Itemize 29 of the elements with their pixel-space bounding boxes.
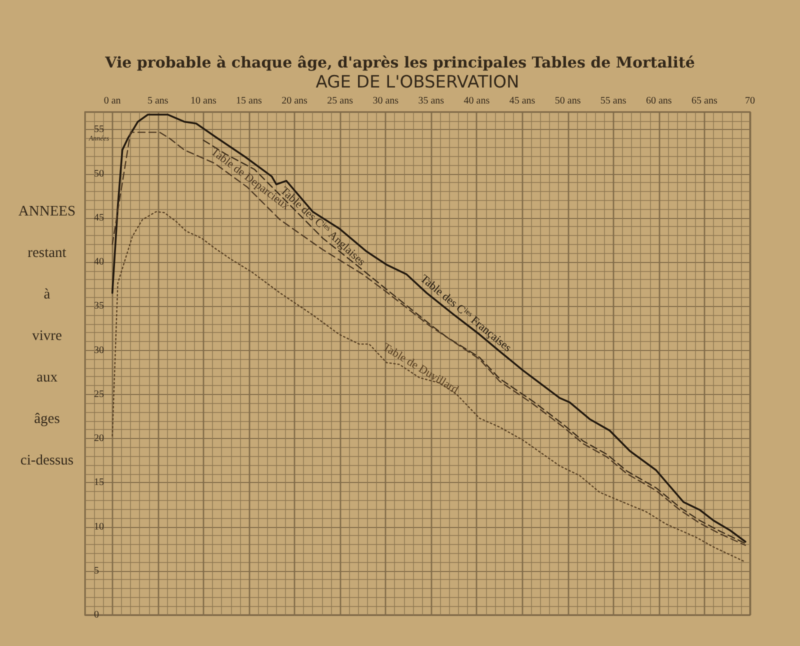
y-tick-label: 15 (94, 477, 104, 488)
x-tick-label: 15 ans (236, 96, 262, 106)
x-tick-label: 40 ans (464, 96, 490, 106)
x-tick-label: 65 ans (692, 96, 718, 106)
x-tick-label: 50 ans (554, 96, 581, 106)
x-tick-label: 30 ans (372, 96, 399, 106)
x-tick-label: 10 ans (190, 96, 216, 106)
y-tick-label: 55 (94, 124, 104, 136)
y-tick-label: 45 (94, 212, 104, 224)
x-tick-label: 70 (745, 96, 755, 106)
y-tick-label: 35 (94, 300, 104, 312)
y-tick-label: 20 (94, 433, 104, 444)
x-axis-title: AGE DE L'OBSERVATION (316, 72, 520, 93)
x-tick-label: 25 ans (327, 96, 354, 106)
x-tick-label: 35 ans (418, 96, 444, 106)
y-tick-label: 30 (94, 344, 104, 356)
x-tick-label: 55 ans (600, 96, 626, 106)
chart-title: Vie probable à chaque âge, d'après les principales Tables de Mortalité (104, 54, 695, 72)
y-tick-label: 40 (94, 256, 104, 268)
y-tick-label: 5 (94, 565, 99, 576)
text: ANNEES restant à vivre aux âges ci-dessus (18, 204, 76, 468)
x-tick-label: 60 ans (646, 96, 672, 106)
y-tick-label: 25 (94, 388, 104, 400)
y-tick-label: 50 (94, 168, 104, 180)
x-tick-label: 45 ans (509, 96, 536, 106)
x-tick-label: 0 an (104, 96, 121, 106)
x-tick-label: 20 ans (282, 96, 308, 106)
x-tick-label: 5 ans (147, 96, 168, 106)
y-tick-label: 10 (94, 521, 104, 532)
